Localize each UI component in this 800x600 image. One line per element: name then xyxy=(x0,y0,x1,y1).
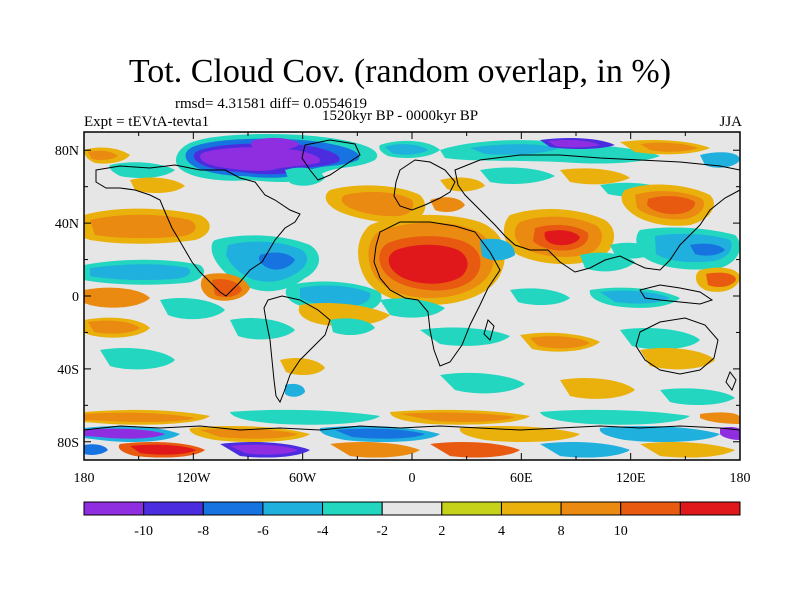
coast-indonesia xyxy=(639,284,714,305)
colorbar-swatch xyxy=(441,501,502,516)
colorbar-label: 8 xyxy=(558,524,565,539)
colorbar-label: -8 xyxy=(197,524,209,539)
longitude-axis: 180 120W 60W 0 60E 120E 180 xyxy=(74,132,751,486)
colorbar-swatch xyxy=(679,501,741,516)
field-north-africa xyxy=(358,214,505,318)
coastlines xyxy=(84,139,740,431)
lat-tick-label: 80S xyxy=(57,436,79,451)
period-text: 1520kyr BP - 0000kyr BP xyxy=(321,108,479,124)
colorbar-swatch xyxy=(262,501,324,516)
coast-madagascar xyxy=(483,319,495,341)
colorbar-swatch xyxy=(202,501,264,516)
coast-new-zealand xyxy=(725,370,737,392)
field-atlantic-europe xyxy=(285,167,485,223)
colorbar-label: 4 xyxy=(498,524,505,539)
colorbar-swatch xyxy=(322,501,383,516)
colorbar: -10 -8 -6 -4 -2 2 4 8 10 xyxy=(83,501,741,539)
lat-tick-label: 40S xyxy=(57,363,79,378)
coast-asia xyxy=(454,154,740,273)
coast-europe xyxy=(393,159,456,211)
experiment-label: Expt = tEVtA-tevta1 xyxy=(84,114,210,130)
lon-tick-label: 0 xyxy=(409,471,416,486)
map-title: Tot. Cloud Cov. (random overlap, in %) xyxy=(128,53,672,90)
field-south-mid xyxy=(84,298,735,406)
lon-tick-label: 180 xyxy=(74,471,95,486)
colorbar-swatch xyxy=(620,501,681,516)
colorbar-label: -4 xyxy=(317,524,329,539)
field-equatorial xyxy=(285,281,390,336)
lat-tick-label: 40N xyxy=(55,217,79,232)
coast-africa xyxy=(373,221,501,367)
lon-tick-label: 180 xyxy=(730,471,751,486)
colorbar-label: 10 xyxy=(614,524,628,539)
lat-tick-label: 0 xyxy=(72,290,79,305)
colorbar-label: -10 xyxy=(134,524,153,539)
colorbar-swatch xyxy=(381,501,443,516)
colorbar-swatch xyxy=(83,501,145,516)
season-label: JJA xyxy=(719,114,742,130)
stats-text: rmsd= 4.31581 diff= 0.0554619 xyxy=(175,96,368,112)
colorbar-swatch xyxy=(560,501,622,516)
lat-tick-label: 80N xyxy=(55,144,79,159)
colorbar-label: 2 xyxy=(438,524,445,539)
lon-tick-label: 120W xyxy=(176,471,211,486)
colorbar-label: -2 xyxy=(376,524,388,539)
map-field xyxy=(84,132,740,460)
colorbar-label: -6 xyxy=(257,524,269,539)
field-west-pacific xyxy=(510,227,740,308)
coast-australia xyxy=(635,317,719,375)
coast-antarctica xyxy=(84,425,740,431)
latitude-axis: 80N 40N 0 40S 80S xyxy=(55,144,740,451)
lon-tick-label: 60E xyxy=(510,471,533,486)
colorbar-swatch xyxy=(143,501,204,516)
field-antarctic xyxy=(84,405,740,460)
colorbar-swatch xyxy=(500,501,562,516)
lon-tick-label: 120E xyxy=(616,471,646,486)
coast-south-america xyxy=(263,295,331,404)
lon-tick-label: 60W xyxy=(289,471,317,486)
field-arctic xyxy=(175,133,378,183)
coast-north-america xyxy=(95,164,301,297)
field-pacific-north xyxy=(84,208,320,308)
coast-greenland xyxy=(301,139,361,181)
